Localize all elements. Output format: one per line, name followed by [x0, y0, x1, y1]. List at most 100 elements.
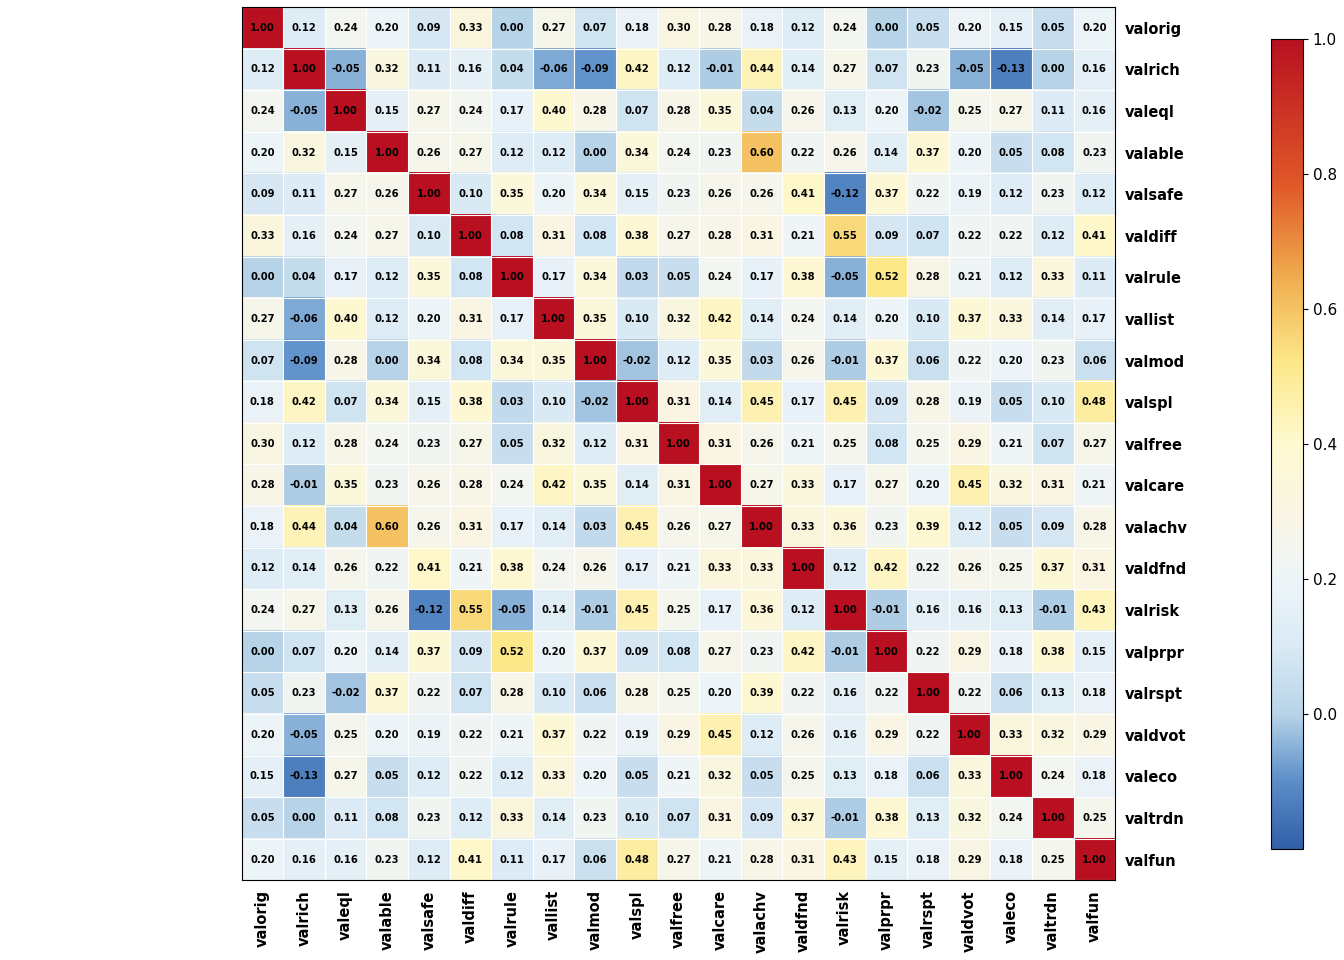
Text: 0.18: 0.18	[625, 23, 649, 33]
Text: 0.32: 0.32	[542, 439, 566, 448]
Text: 0.16: 0.16	[458, 64, 482, 74]
Text: 0.04: 0.04	[292, 273, 316, 282]
Text: 0.07: 0.07	[667, 813, 691, 823]
Text: 0.21: 0.21	[707, 854, 732, 865]
Text: 0.22: 0.22	[375, 564, 399, 573]
Text: 0.09: 0.09	[1040, 522, 1064, 532]
Text: 0.21: 0.21	[999, 439, 1024, 448]
Text: 0.15: 0.15	[625, 189, 649, 199]
Text: -0.06: -0.06	[290, 314, 319, 324]
Text: 0.06: 0.06	[583, 688, 607, 698]
Text: 0.26: 0.26	[832, 148, 857, 157]
Text: 0.05: 0.05	[250, 813, 274, 823]
Text: 0.33: 0.33	[957, 772, 982, 781]
Text: 0.07: 0.07	[915, 230, 941, 241]
Text: 0.12: 0.12	[292, 23, 316, 33]
Text: 0.22: 0.22	[874, 688, 899, 698]
Text: -0.01: -0.01	[872, 605, 900, 615]
Text: 0.27: 0.27	[333, 772, 358, 781]
Text: 0.20: 0.20	[333, 647, 358, 657]
Text: 0.23: 0.23	[915, 64, 941, 74]
Text: 0.15: 0.15	[999, 23, 1024, 33]
Text: 0.38: 0.38	[500, 564, 524, 573]
Text: 0.20: 0.20	[1082, 23, 1106, 33]
Text: 0.34: 0.34	[417, 355, 441, 366]
Text: 0.37: 0.37	[375, 688, 399, 698]
Text: -0.05: -0.05	[497, 605, 527, 615]
Text: 0.33: 0.33	[999, 730, 1023, 740]
Text: 1.00: 1.00	[375, 148, 399, 157]
Text: 0.26: 0.26	[790, 730, 816, 740]
Text: 0.25: 0.25	[999, 564, 1024, 573]
Text: 0.42: 0.42	[790, 647, 816, 657]
Text: -0.05: -0.05	[331, 64, 360, 74]
Text: 1.00: 1.00	[625, 397, 649, 407]
Text: 0.06: 0.06	[999, 688, 1024, 698]
Text: 0.17: 0.17	[625, 564, 649, 573]
Text: 0.22: 0.22	[957, 230, 982, 241]
Text: 0.20: 0.20	[999, 355, 1023, 366]
Text: 0.24: 0.24	[250, 605, 274, 615]
Text: 0.20: 0.20	[250, 148, 274, 157]
Text: 0.28: 0.28	[915, 273, 941, 282]
Text: 0.08: 0.08	[458, 355, 482, 366]
Text: 0.14: 0.14	[542, 813, 566, 823]
Text: 0.37: 0.37	[915, 148, 941, 157]
Text: 0.11: 0.11	[333, 813, 358, 823]
Text: 0.35: 0.35	[583, 480, 607, 491]
Text: 0.26: 0.26	[583, 564, 607, 573]
Text: 0.21: 0.21	[790, 439, 816, 448]
Text: -0.05: -0.05	[290, 730, 319, 740]
Text: 0.60: 0.60	[375, 522, 399, 532]
Text: 0.12: 0.12	[583, 439, 607, 448]
Text: 0.10: 0.10	[1040, 397, 1066, 407]
Text: 0.12: 0.12	[832, 564, 857, 573]
Text: 0.05: 0.05	[625, 772, 649, 781]
Text: 0.36: 0.36	[832, 522, 857, 532]
Text: 0.07: 0.07	[292, 647, 316, 657]
Text: 0.18: 0.18	[915, 854, 941, 865]
Text: 0.42: 0.42	[707, 314, 732, 324]
Text: 0.22: 0.22	[915, 564, 941, 573]
Text: 0.20: 0.20	[957, 23, 982, 33]
Text: 0.14: 0.14	[874, 148, 899, 157]
Text: 0.27: 0.27	[874, 480, 899, 491]
Text: 0.25: 0.25	[832, 439, 857, 448]
Text: 0.19: 0.19	[417, 730, 441, 740]
Text: 0.27: 0.27	[250, 314, 274, 324]
Text: 0.30: 0.30	[667, 23, 691, 33]
Text: 0.29: 0.29	[874, 730, 899, 740]
Text: 0.20: 0.20	[542, 647, 566, 657]
Text: 0.16: 0.16	[292, 854, 316, 865]
Text: -0.05: -0.05	[831, 273, 859, 282]
Text: 0.05: 0.05	[667, 273, 691, 282]
Text: 0.17: 0.17	[500, 106, 524, 116]
Text: 0.07: 0.07	[250, 355, 274, 366]
Text: 0.34: 0.34	[583, 273, 607, 282]
Text: 0.24: 0.24	[667, 148, 691, 157]
Text: 0.37: 0.37	[874, 189, 899, 199]
Text: 0.33: 0.33	[458, 23, 482, 33]
Text: 0.45: 0.45	[832, 397, 857, 407]
Text: 0.48: 0.48	[1082, 397, 1106, 407]
Text: 0.09: 0.09	[250, 189, 274, 199]
Text: 0.14: 0.14	[707, 397, 732, 407]
Text: -0.01: -0.01	[289, 480, 319, 491]
Text: 0.13: 0.13	[915, 813, 941, 823]
Text: 0.14: 0.14	[375, 647, 399, 657]
Text: 0.29: 0.29	[957, 854, 982, 865]
Text: 0.05: 0.05	[999, 522, 1024, 532]
Text: 0.28: 0.28	[250, 480, 274, 491]
Text: 0.29: 0.29	[667, 730, 691, 740]
Text: 0.26: 0.26	[749, 439, 774, 448]
Text: 0.32: 0.32	[292, 148, 316, 157]
Text: 0.04: 0.04	[500, 64, 524, 74]
Text: 0.19: 0.19	[957, 189, 982, 199]
Text: 0.12: 0.12	[542, 148, 566, 157]
Text: 0.08: 0.08	[375, 813, 399, 823]
Text: 0.00: 0.00	[292, 813, 316, 823]
Text: 0.10: 0.10	[542, 397, 566, 407]
Text: 0.27: 0.27	[333, 189, 358, 199]
Text: 0.37: 0.37	[957, 314, 982, 324]
Text: 0.10: 0.10	[915, 314, 941, 324]
